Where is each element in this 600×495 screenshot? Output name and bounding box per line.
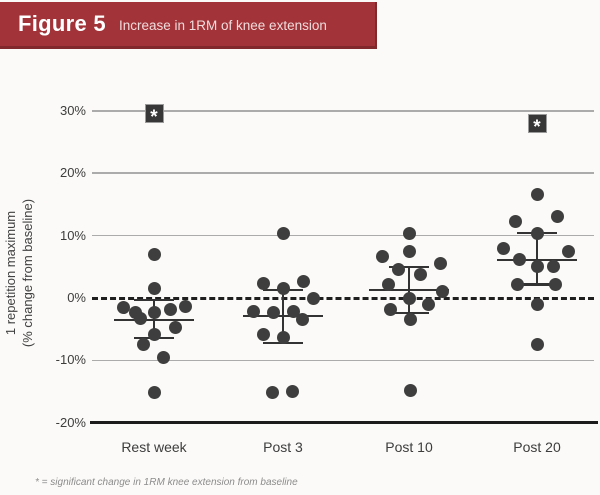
mean-line	[243, 314, 323, 318]
error-bar-cap-bottom	[517, 283, 557, 286]
data-point	[276, 330, 290, 344]
data-point	[561, 244, 575, 258]
data-point	[530, 260, 544, 274]
asterisk-icon: *	[150, 106, 158, 128]
y-axis-title: 1 repetition maximum (% change from base…	[3, 190, 43, 356]
figure-title: Increase in 1RM of knee extension	[118, 18, 327, 33]
data-point	[276, 281, 290, 295]
data-point	[296, 275, 310, 289]
y-tick-label: 0%	[67, 290, 86, 305]
gridline	[92, 359, 594, 362]
zero-gridline	[92, 296, 594, 300]
error-bar-cap-top	[134, 298, 174, 302]
data-point	[147, 248, 161, 262]
data-point	[375, 250, 389, 264]
data-point	[266, 306, 280, 320]
data-point	[147, 281, 161, 295]
data-point	[147, 306, 161, 320]
data-point	[402, 291, 416, 305]
mean-line	[497, 258, 577, 262]
x-tick-label: Post 10	[385, 439, 433, 455]
data-point	[403, 313, 417, 327]
data-point	[178, 300, 192, 314]
mean-line	[369, 288, 449, 292]
data-point	[295, 313, 309, 327]
figure-label: Figure 5	[18, 11, 106, 36]
data-point	[133, 312, 147, 326]
data-point	[435, 285, 449, 299]
data-point	[403, 383, 417, 397]
data-point	[530, 187, 544, 201]
data-point	[530, 298, 544, 312]
data-point	[421, 298, 435, 312]
y-axis-title-line1: 1 repetition maximum	[3, 210, 18, 336]
data-point	[510, 277, 524, 291]
data-point	[265, 386, 279, 400]
mean-line	[114, 318, 194, 322]
data-point	[508, 214, 522, 228]
footnote: * = significant change in 1RM knee exten…	[35, 477, 298, 488]
data-point	[530, 226, 544, 240]
gridline	[92, 172, 594, 174]
data-point	[147, 385, 161, 399]
y-tick-label: -20%	[55, 414, 86, 430]
gridline	[92, 234, 594, 237]
data-point	[168, 321, 182, 335]
data-point	[136, 338, 150, 352]
data-point	[530, 338, 544, 352]
data-point	[433, 256, 447, 270]
data-point	[548, 277, 562, 291]
y-tick-label: 10%	[59, 227, 86, 243]
data-point	[116, 300, 130, 314]
data-point	[147, 328, 161, 342]
gridline	[92, 110, 594, 112]
data-point	[391, 263, 405, 277]
asterisk-icon: *	[533, 117, 541, 139]
data-point	[546, 259, 560, 273]
error-bar-cap-top	[389, 265, 429, 269]
x-tick-label: Rest week	[121, 439, 187, 455]
x-tick-label: Post 3	[263, 439, 303, 455]
y-tick-label: 20%	[59, 165, 86, 181]
x-tick-label: Post 20	[513, 439, 561, 455]
data-point	[402, 226, 416, 240]
data-point	[496, 241, 510, 255]
data-point	[163, 303, 177, 317]
significance-marker: *	[527, 114, 547, 137]
data-point	[413, 268, 427, 282]
figure-header-banner: Figure 5 Increase in 1RM of knee extensi…	[0, 2, 377, 49]
y-tick-label: -10%	[55, 352, 86, 368]
y-tick-label: 30%	[59, 102, 86, 118]
data-point	[256, 276, 270, 290]
data-point	[512, 253, 526, 267]
data-point	[306, 291, 320, 305]
significance-marker: *	[144, 103, 164, 127]
data-point	[550, 210, 564, 224]
data-point	[402, 245, 416, 259]
data-point	[256, 328, 270, 342]
data-point	[246, 305, 260, 319]
data-point	[285, 385, 299, 399]
data-point	[276, 226, 290, 240]
error-bar-cap-bottom	[389, 311, 429, 315]
x-axis-baseline	[90, 421, 598, 425]
y-axis-title-line2: (% change from baseline)	[19, 198, 35, 348]
data-point	[383, 303, 397, 317]
data-point	[156, 350, 170, 364]
data-point	[381, 278, 395, 292]
